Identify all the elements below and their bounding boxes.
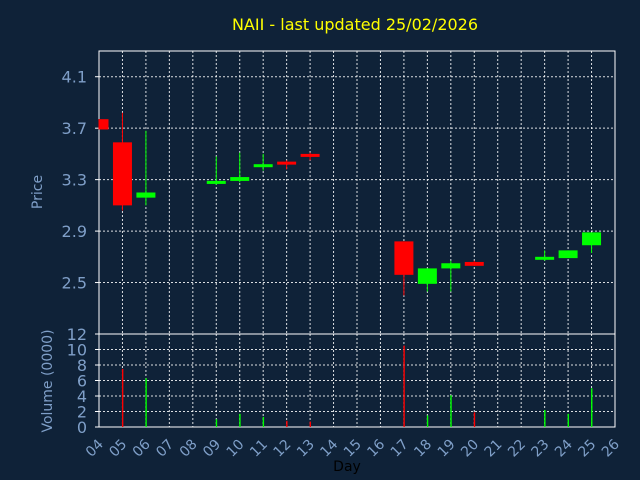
candle-body — [535, 256, 555, 260]
candle-25 — [582, 232, 602, 253]
x-tick-label: 19 — [435, 437, 459, 461]
candle-body — [277, 161, 297, 165]
volume-bar-23 — [544, 409, 546, 427]
volume-bar-17 — [403, 345, 405, 427]
volume-bar-25 — [591, 388, 593, 427]
x-tick-label: 05 — [106, 437, 130, 461]
candle-24 — [558, 250, 578, 259]
x-tick-label: 04 — [83, 436, 107, 460]
x-tick-label: 17 — [388, 437, 412, 461]
candle-body — [394, 241, 414, 275]
x-tick-label: 25 — [575, 437, 599, 461]
candles — [98, 112, 602, 296]
x-tick-label: 21 — [482, 437, 506, 461]
volume-bar-10 — [239, 413, 241, 427]
candle-body — [441, 263, 461, 269]
volume-bar-5 — [121, 368, 124, 427]
volume-bar-18 — [426, 415, 429, 427]
volume-bar-20 — [473, 412, 476, 427]
x-tick-label: 24 — [552, 436, 576, 460]
x-tick-label: 18 — [411, 437, 435, 461]
candle-body — [206, 180, 226, 184]
volume-bar-6 — [145, 378, 147, 427]
price-y-tick-label: 3.7 — [62, 119, 87, 138]
candle-body — [253, 164, 273, 168]
volume-y-tick-label: 6 — [77, 372, 87, 391]
x-tick-label: 16 — [364, 436, 388, 460]
price-y-tick-label: 3.3 — [62, 171, 87, 190]
x-ticks: 04 05 06 07 08 09 10 11 12 13 14 15 16 17 18 19 20 21 22 23… — [83, 436, 623, 460]
volume-bar-11 — [262, 416, 265, 427]
candle-4 — [98, 119, 109, 130]
price-y-tick-label: 4.1 — [62, 68, 87, 87]
candle-5 — [112, 112, 132, 211]
candle-13 — [300, 152, 320, 161]
candle-12 — [277, 160, 297, 170]
candle-17 — [394, 241, 414, 296]
candle-18 — [417, 268, 437, 292]
volume-gridlines — [99, 334, 615, 427]
volume-y-tick-label: 2 — [77, 403, 87, 422]
volume-y-tick-label: 10 — [67, 341, 87, 360]
volume-axis-label: Volume (0000) — [40, 329, 56, 432]
candle-body — [417, 268, 437, 284]
x-tick-label: 23 — [529, 437, 553, 461]
candle-body — [99, 119, 109, 130]
candle-body — [464, 261, 484, 266]
x-tick-label: 14 — [317, 436, 341, 460]
volume-bars — [121, 345, 593, 427]
candle-body — [558, 250, 578, 259]
price-y-ticks: 2.5 2.9 3.3 3.7 4.1 — [62, 68, 99, 293]
chart-title: NAII - last updated 25/02/2026 — [232, 15, 478, 34]
candle-body — [582, 232, 602, 246]
x-tick-label: 09 — [200, 437, 224, 461]
x-tick-label: 10 — [224, 437, 248, 461]
volume-bar-13 — [309, 421, 311, 427]
candle-19 — [441, 260, 461, 292]
candle-11 — [253, 153, 273, 171]
price-y-tick-label: 2.9 — [62, 222, 87, 241]
x-tick-label: 22 — [505, 437, 529, 461]
candle-9 — [206, 156, 226, 185]
volume-y-tick-label: 8 — [77, 356, 87, 375]
price-panel: 2.5 2.9 3.3 3.7 4.1 Price — [30, 50, 616, 335]
candle-body — [300, 153, 320, 157]
candle-10 — [230, 152, 250, 183]
volume-bar-24 — [567, 413, 569, 427]
x-tick-label: 06 — [130, 436, 154, 460]
x-tick-label: 11 — [247, 437, 271, 461]
candle-body — [230, 177, 250, 181]
x-tick-label: 08 — [177, 437, 201, 461]
x-tick-label: 13 — [294, 437, 318, 461]
candle-20 — [464, 260, 484, 266]
volume-y-tick-label: 0 — [77, 418, 87, 437]
candle-body — [136, 192, 156, 198]
x-tick-label: 20 — [458, 437, 482, 461]
price-y-tick-label: 2.5 — [62, 274, 87, 293]
x-tick-label: 07 — [153, 437, 177, 461]
volume-y-tick-label: 4 — [77, 387, 87, 406]
candle-23 — [535, 250, 555, 261]
price-gridlines — [99, 51, 615, 334]
volume-bar-12 — [286, 420, 288, 427]
volume-bar-19 — [450, 395, 452, 427]
candle-body — [112, 142, 132, 206]
x-tick-label: 12 — [271, 437, 295, 461]
candle-6 — [136, 130, 156, 206]
price-axis-label: Price — [30, 175, 46, 209]
volume-bar-9 — [215, 419, 218, 427]
x-tick-label: 15 — [341, 437, 365, 461]
x-axis-label: Day — [333, 459, 361, 475]
x-tick-label: 26 — [599, 436, 623, 460]
volume-y-tick-label: 12 — [67, 325, 87, 344]
